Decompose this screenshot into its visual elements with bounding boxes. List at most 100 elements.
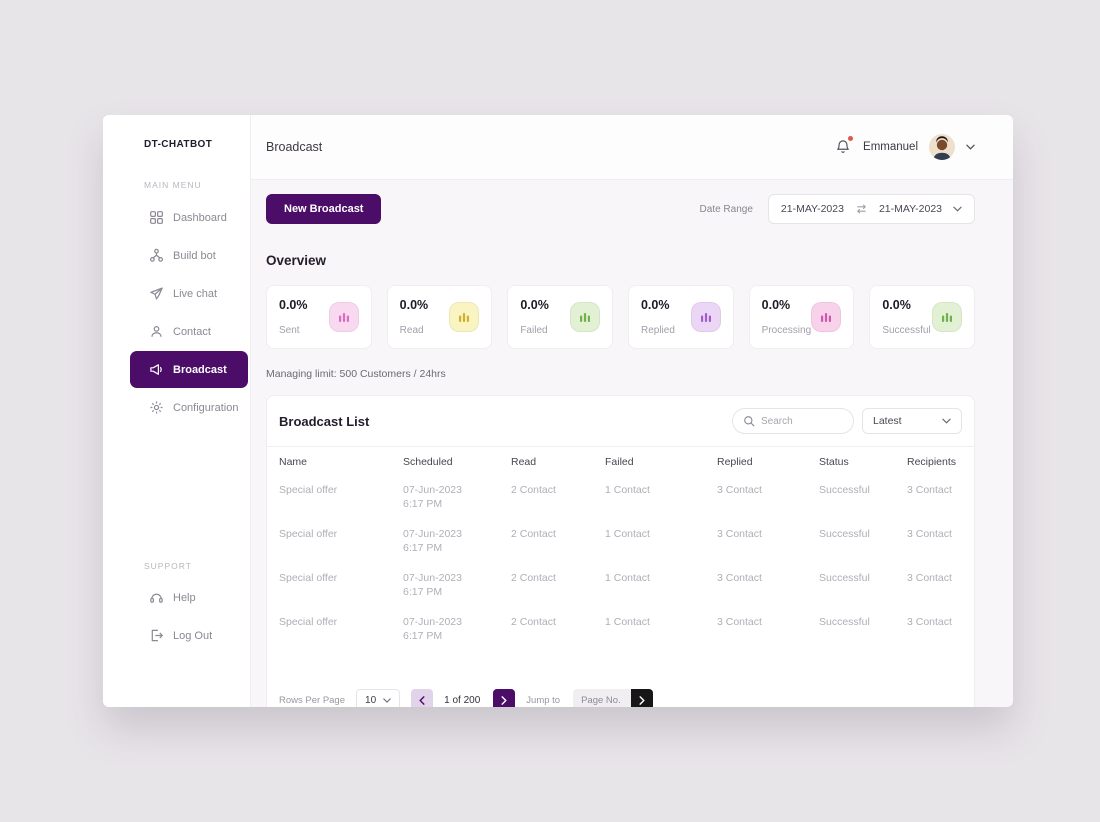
cell-failed: 1 Contact <box>605 528 650 540</box>
search-input[interactable] <box>761 415 843 427</box>
table-header-row: Name Scheduled Read Failed Replied Statu… <box>267 447 974 475</box>
sidebar-item-log-out[interactable]: Log Out <box>130 617 248 654</box>
date-from-value: 21-MAY-2023 <box>780 203 844 215</box>
column-header-scheduled: Scheduled <box>403 456 453 468</box>
bar-chart-icon <box>328 302 359 332</box>
cell-recipients: 3 Contact <box>907 528 952 540</box>
jump-to-label: Jump to <box>526 694 561 706</box>
logout-icon <box>149 628 164 643</box>
rows-per-page-value: 10 <box>365 694 377 706</box>
search-box[interactable] <box>732 408 854 434</box>
rows-per-page-chevron-icon <box>383 697 391 703</box>
sidebar-item-live-chat[interactable]: Live chat <box>130 275 248 312</box>
sidebar-item-help[interactable]: Help <box>130 579 248 616</box>
cell-status: Successful <box>819 572 870 584</box>
sidebar-item-label: Contact <box>173 325 211 338</box>
cell-scheduled: 07-Jun-2023 6:17 PM <box>403 483 511 511</box>
bar-chart-icon <box>811 302 842 332</box>
stat-label: Processing <box>761 325 812 336</box>
cell-name: Special offer <box>279 572 338 584</box>
stat-label: Failed <box>520 325 548 336</box>
sidebar-item-broadcast[interactable]: Broadcast <box>130 351 248 388</box>
stat-meta: 0.0% Replied <box>641 298 675 336</box>
notification-dot <box>848 136 854 141</box>
sidebar-item-dashboard[interactable]: Dashboard <box>130 199 248 236</box>
stat-label: Sent <box>279 325 300 336</box>
rows-per-page-label: Rows Per Page <box>279 694 346 706</box>
sidebar-item-contact[interactable]: Contact <box>130 313 248 350</box>
notification-bell-icon[interactable] <box>834 136 854 156</box>
cell-recipients: 3 Contact <box>907 572 952 584</box>
sidebar: DT-CHATBOT MAIN MENU Dashboard Build bot… <box>103 115 251 707</box>
cell-read: 2 Contact <box>511 616 556 628</box>
sidebar-item-label: Log Out <box>173 629 213 642</box>
column-header-recipients: Recipients <box>907 456 957 468</box>
table-row: Special offer 07-Jun-2023 6:17 PM 2 Cont… <box>267 519 974 563</box>
date-chevron-down-icon <box>953 206 962 212</box>
scheduled-date: 07-Jun-2023 <box>403 528 462 540</box>
scheduled-date: 07-Jun-2023 <box>403 616 462 628</box>
contact-icon <box>149 324 164 339</box>
cell-name: Special offer <box>279 616 338 628</box>
go-to-page-button[interactable] <box>631 689 654 707</box>
avatar[interactable] <box>929 134 955 160</box>
next-page-button[interactable] <box>493 689 516 707</box>
sort-chevron-down-icon <box>942 418 951 424</box>
sidebar-spacer <box>103 427 250 561</box>
stat-meta: 0.0% Failed <box>520 298 549 336</box>
new-broadcast-button[interactable]: New Broadcast <box>266 194 382 224</box>
date-range-picker[interactable]: 21-MAY-2023 21-MAY-2023 <box>767 194 975 224</box>
sidebar-item-configuration[interactable]: Configuration <box>130 389 248 426</box>
cell-status: Successful <box>819 528 870 540</box>
broadcast-icon <box>149 362 164 377</box>
sidebar-item-build-bot[interactable]: Build bot <box>130 237 248 274</box>
bar-chart-icon <box>449 302 480 332</box>
cell-name: Special offer <box>279 528 338 540</box>
sidebar-item-label: Live chat <box>173 287 218 300</box>
main-menu-section-label: MAIN MENU <box>144 180 202 190</box>
cell-read: 2 Contact <box>511 528 556 540</box>
stat-value: 0.0% <box>882 298 911 312</box>
help-icon <box>149 590 164 605</box>
main-menu: Dashboard Build bot Live chat Contact <box>103 198 250 427</box>
cell-failed: 1 Contact <box>605 572 650 584</box>
cell-recipients: 3 Contact <box>907 616 952 628</box>
stat-meta: 0.0% Read <box>400 298 429 336</box>
sort-select[interactable]: Latest <box>862 408 962 434</box>
page-info: 1 of 200 <box>444 694 481 706</box>
stat-value: 0.0% <box>520 298 549 312</box>
sort-value: Latest <box>873 415 902 427</box>
scheduled-date: 07-Jun-2023 <box>403 572 462 584</box>
cell-failed: 1 Contact <box>605 616 650 628</box>
list-controls: Latest <box>732 408 962 434</box>
content: New Broadcast Date Range 21-MAY-2023 21-… <box>251 180 1013 707</box>
column-header-failed: Failed <box>605 456 634 468</box>
support-section-label: SUPPORT <box>144 561 192 571</box>
table-row: Special offer 07-Jun-2023 6:17 PM 2 Cont… <box>267 607 974 651</box>
main-area: Broadcast Emmanuel New Broadcast <box>251 115 1013 707</box>
rows-per-page-select[interactable]: 10 <box>356 689 401 707</box>
cell-replied: 3 Contact <box>717 528 762 540</box>
stat-meta: 0.0% Processing <box>762 298 811 336</box>
page-number-input[interactable] <box>573 689 632 707</box>
cell-replied: 3 Contact <box>717 484 762 496</box>
column-header-name: Name <box>279 456 308 468</box>
broadcast-list-title: Broadcast List <box>279 413 370 429</box>
user-name: Emmanuel <box>863 141 918 153</box>
stat-meta: 0.0% Sent <box>279 298 308 336</box>
swap-arrows-icon <box>855 204 868 214</box>
sidebar-item-label: Help <box>173 591 196 604</box>
scheduled-time: 6:17 PM <box>403 542 443 554</box>
column-header-read: Read <box>511 456 537 468</box>
sidebar-item-label: Build bot <box>173 249 216 262</box>
user-menu-chevron-icon[interactable] <box>966 144 975 150</box>
stat-card-successful: 0.0% Successful <box>869 285 975 349</box>
stat-card-replied: 0.0% Replied <box>627 285 734 349</box>
date-range-area: Date Range 21-MAY-2023 21-MAY-2023 <box>700 194 975 224</box>
overview-title: Overview <box>266 253 327 268</box>
previous-page-button[interactable] <box>411 689 434 707</box>
live-chat-icon <box>149 286 164 301</box>
stat-label: Read <box>399 325 424 336</box>
cell-scheduled: 07-Jun-2023 6:17 PM <box>403 527 511 555</box>
